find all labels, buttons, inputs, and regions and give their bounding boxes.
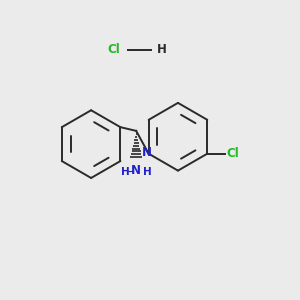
Text: H: H	[158, 44, 167, 56]
Text: N: N	[131, 164, 141, 177]
Text: H: H	[143, 167, 152, 177]
Text: N: N	[142, 146, 152, 159]
Text: Cl: Cl	[226, 147, 239, 160]
Text: H: H	[121, 167, 129, 177]
Text: Cl: Cl	[108, 44, 121, 56]
